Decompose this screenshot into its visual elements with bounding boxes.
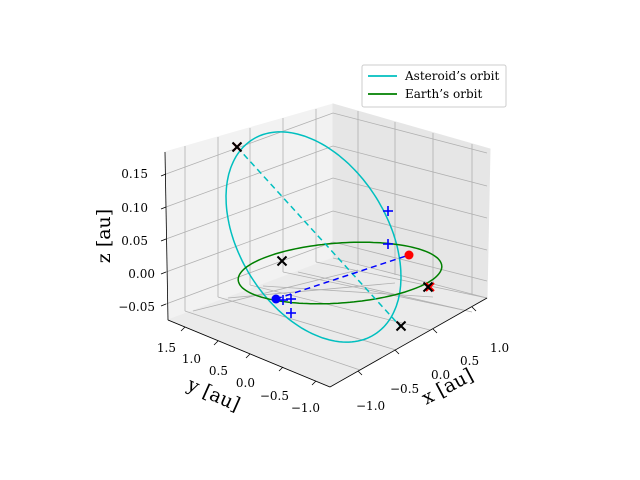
y-tick-label: −1.0: [291, 401, 320, 415]
red-x-marker: [425, 282, 435, 292]
asteroid-nodes-dashed-line: [236, 146, 401, 327]
z-axis-label: z [au]: [93, 209, 115, 263]
x-tick-label: −1.0: [356, 399, 385, 413]
legend-label-asteroid: Asteroid’s orbit: [404, 69, 499, 83]
earth-dashed-line: [275, 254, 410, 300]
black-x-marker: [422, 281, 434, 293]
red-dot-marker: [404, 250, 414, 260]
x-tick-label: −0.5: [390, 382, 419, 396]
z-tick-label: 0.10: [121, 201, 148, 215]
blue-dot-marker: [271, 294, 281, 304]
y-tick-label: 0.0: [236, 376, 255, 390]
axis-lines: [164, 151, 488, 388]
legend: Asteroid’s orbit Earth’s orbit: [361, 64, 507, 108]
tick-marks: [160, 173, 477, 386]
y-tick-label: 0.5: [209, 364, 228, 378]
x-tick-label: 0.0: [431, 368, 450, 382]
z-tick-label: −0.05: [118, 300, 155, 314]
y-tick-label: 1.5: [157, 341, 176, 355]
z-tick-labels: −0.05 0.00 0.05 0.10 0.15: [118, 167, 155, 314]
black-x-marker: [231, 141, 243, 153]
black-x-marker: [395, 320, 407, 332]
y-axis-label: y [au]: [183, 373, 243, 416]
y-tick-labels: −1.0 −0.5 0.0 0.5 1.0 1.5: [157, 341, 320, 415]
z-tick-label: 0.15: [121, 167, 148, 181]
z-tick-label: 0.05: [121, 234, 148, 248]
x-tick-label: 1.0: [490, 341, 509, 355]
y-tick-label: 1.0: [182, 352, 201, 366]
z-tick-label: 0.00: [128, 267, 155, 281]
x-tick-label: 0.5: [460, 354, 479, 368]
x-tick-labels: −1.0 −0.5 0.0 0.5 1.0: [356, 341, 509, 413]
legend-label-earth: Earth’s orbit: [405, 87, 482, 101]
legend-frame: [361, 64, 507, 108]
data-layer: [225, 131, 443, 343]
black-x-marker: [276, 255, 288, 267]
asteroid-orbit-line: [225, 131, 402, 343]
y-tick-label: −0.5: [260, 389, 289, 403]
